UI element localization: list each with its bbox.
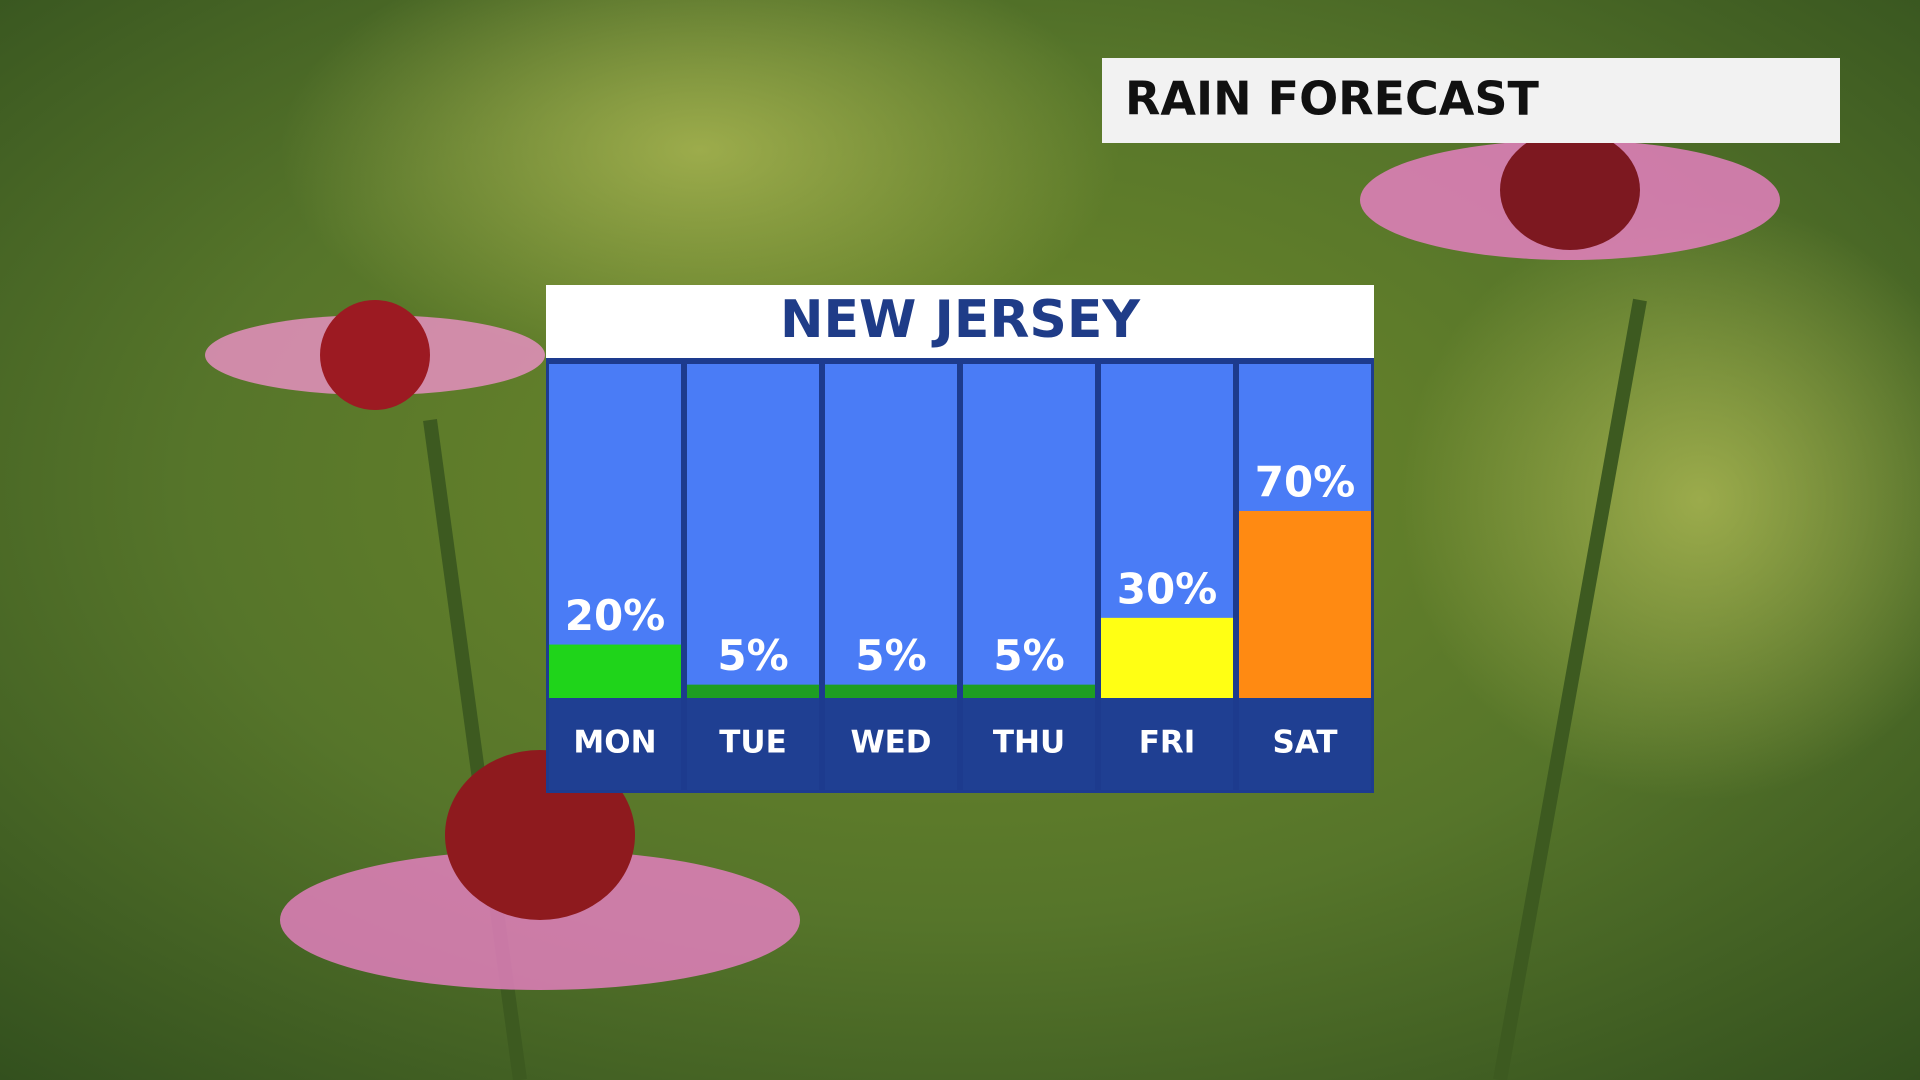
- day-box: [825, 698, 957, 790]
- header-box: [1102, 58, 1840, 143]
- x-tick-label: TUE: [719, 725, 787, 761]
- value-label: 30%: [1117, 564, 1218, 613]
- value-label: 70%: [1255, 457, 1356, 506]
- bar: [1239, 510, 1371, 698]
- day-box: [687, 698, 819, 790]
- value-label: 5%: [717, 631, 788, 680]
- x-tick-label: MON: [573, 725, 656, 761]
- day-box: [1239, 698, 1371, 790]
- bar: [687, 684, 819, 698]
- column-background: [825, 364, 957, 698]
- day-box: [1101, 698, 1233, 790]
- background-glow: [1400, 200, 1920, 800]
- x-tick-label: THU: [993, 725, 1065, 761]
- x-tick-label: WED: [850, 725, 931, 761]
- chart-title-box: [546, 285, 1374, 358]
- bar: [1101, 617, 1233, 698]
- bar: [549, 644, 681, 698]
- chart-title: NEW JERSEY: [780, 290, 1141, 350]
- value-label: 20%: [565, 591, 666, 640]
- bar: [825, 684, 957, 698]
- x-tick-label: FRI: [1139, 725, 1196, 761]
- value-label: 5%: [855, 631, 926, 680]
- value-label: 5%: [993, 631, 1064, 680]
- column-background: [963, 364, 1095, 698]
- column-background: [687, 364, 819, 698]
- column-background: [549, 364, 681, 698]
- bar: [963, 684, 1095, 698]
- background-glow: [280, 0, 1120, 370]
- chart-panel: [546, 285, 1374, 793]
- x-tick-label: SAT: [1272, 725, 1337, 761]
- day-box: [963, 698, 1095, 790]
- header-title: RAIN FORECAST: [1125, 72, 1540, 126]
- day-box: [549, 698, 681, 790]
- plot: 20% MON 5% TUE 5% WED 5% THU 30% FRI 70% SAT: [549, 364, 1371, 790]
